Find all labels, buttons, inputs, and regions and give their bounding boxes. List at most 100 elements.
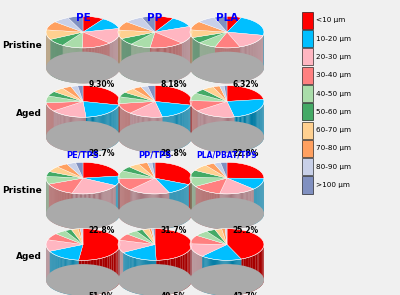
Polygon shape xyxy=(171,192,172,228)
Polygon shape xyxy=(181,43,182,79)
Polygon shape xyxy=(71,47,72,83)
Polygon shape xyxy=(59,113,60,149)
Polygon shape xyxy=(149,194,150,229)
Polygon shape xyxy=(115,186,116,222)
Polygon shape xyxy=(227,99,264,117)
Polygon shape xyxy=(227,117,228,153)
Polygon shape xyxy=(255,188,256,224)
Polygon shape xyxy=(258,109,259,145)
Polygon shape xyxy=(256,41,257,77)
Polygon shape xyxy=(214,116,215,152)
Polygon shape xyxy=(194,252,195,288)
Text: PLA/PBAT/TPS: PLA/PBAT/TPS xyxy=(197,150,257,160)
Text: 49.5%: 49.5% xyxy=(160,292,186,295)
Polygon shape xyxy=(66,192,67,228)
Polygon shape xyxy=(72,47,73,83)
Polygon shape xyxy=(153,229,155,245)
Polygon shape xyxy=(154,194,155,229)
Polygon shape xyxy=(235,47,236,83)
Polygon shape xyxy=(229,260,230,295)
Polygon shape xyxy=(140,193,141,228)
Polygon shape xyxy=(155,101,191,117)
Polygon shape xyxy=(212,193,213,228)
Polygon shape xyxy=(226,194,227,229)
Polygon shape xyxy=(54,188,55,224)
Polygon shape xyxy=(102,257,105,294)
Polygon shape xyxy=(50,186,51,222)
Polygon shape xyxy=(49,178,83,193)
Polygon shape xyxy=(155,16,173,32)
Polygon shape xyxy=(199,112,200,148)
Polygon shape xyxy=(51,253,52,288)
Polygon shape xyxy=(168,47,169,82)
Polygon shape xyxy=(49,167,83,178)
Polygon shape xyxy=(167,193,168,228)
Text: Aged: Aged xyxy=(16,252,42,261)
Polygon shape xyxy=(96,47,97,82)
Polygon shape xyxy=(55,255,56,291)
Polygon shape xyxy=(141,259,142,295)
Polygon shape xyxy=(141,116,142,152)
Polygon shape xyxy=(139,116,140,151)
Polygon shape xyxy=(216,47,217,83)
Polygon shape xyxy=(87,48,88,83)
Polygon shape xyxy=(160,48,161,83)
Polygon shape xyxy=(108,189,110,225)
Polygon shape xyxy=(176,45,177,81)
Polygon shape xyxy=(178,114,179,149)
Polygon shape xyxy=(162,260,165,295)
Polygon shape xyxy=(203,87,227,101)
Polygon shape xyxy=(166,47,167,83)
Polygon shape xyxy=(202,113,203,149)
Polygon shape xyxy=(242,46,244,82)
Polygon shape xyxy=(178,44,179,80)
Polygon shape xyxy=(220,260,221,295)
Polygon shape xyxy=(248,191,249,227)
Polygon shape xyxy=(247,191,248,227)
Text: <10 μm: <10 μm xyxy=(316,17,346,23)
Polygon shape xyxy=(250,256,252,292)
Polygon shape xyxy=(199,189,200,224)
Text: 20-30 μm: 20-30 μm xyxy=(316,54,352,60)
Polygon shape xyxy=(180,189,181,225)
Polygon shape xyxy=(233,260,234,295)
Polygon shape xyxy=(256,111,257,147)
Polygon shape xyxy=(69,47,70,82)
Polygon shape xyxy=(217,260,218,295)
Polygon shape xyxy=(246,258,248,294)
Polygon shape xyxy=(147,194,148,229)
Polygon shape xyxy=(140,259,141,295)
Polygon shape xyxy=(132,114,133,150)
Polygon shape xyxy=(218,194,219,229)
Polygon shape xyxy=(195,253,196,289)
Polygon shape xyxy=(245,115,246,151)
Polygon shape xyxy=(246,45,247,81)
Polygon shape xyxy=(162,117,164,152)
Polygon shape xyxy=(66,46,67,82)
Polygon shape xyxy=(236,260,237,295)
Polygon shape xyxy=(51,186,52,222)
Polygon shape xyxy=(227,86,264,101)
Polygon shape xyxy=(168,193,169,228)
Polygon shape xyxy=(55,18,83,32)
Polygon shape xyxy=(155,178,189,193)
Polygon shape xyxy=(60,114,61,150)
Text: 6.32%: 6.32% xyxy=(232,80,259,89)
Polygon shape xyxy=(147,47,148,83)
Polygon shape xyxy=(225,117,226,153)
Polygon shape xyxy=(172,115,173,151)
Polygon shape xyxy=(157,194,158,229)
Polygon shape xyxy=(133,45,134,81)
Polygon shape xyxy=(167,47,168,83)
Polygon shape xyxy=(59,190,60,226)
Polygon shape xyxy=(137,115,138,151)
Polygon shape xyxy=(135,191,136,227)
Polygon shape xyxy=(197,101,234,117)
Polygon shape xyxy=(101,46,102,81)
Polygon shape xyxy=(99,116,100,151)
Polygon shape xyxy=(46,240,83,251)
Polygon shape xyxy=(206,163,227,178)
Polygon shape xyxy=(70,259,71,295)
Polygon shape xyxy=(212,116,213,152)
Polygon shape xyxy=(130,256,131,292)
